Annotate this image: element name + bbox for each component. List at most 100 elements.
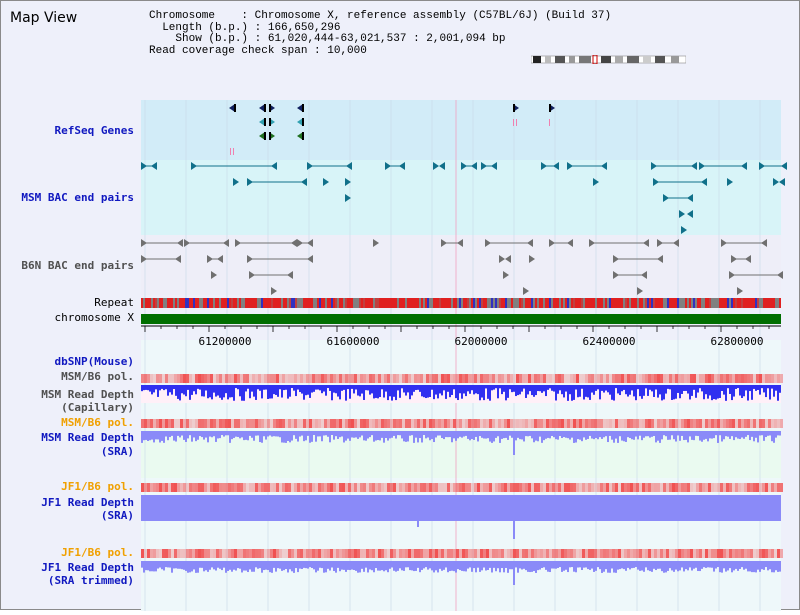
msm-depth-capillary-bar	[587, 385, 589, 398]
track-canvas[interactable]: 61200000 61600000 62000000 62400000 62800000…	[1, 100, 800, 611]
jf1-depth-trimmed-bar	[433, 561, 435, 573]
msm-pol-capillary-cell	[720, 374, 723, 383]
msm-pol-capillary-cell	[612, 374, 615, 383]
jf1-depth-trimmed-bar	[611, 561, 613, 569]
msm-depth-capillary-bar	[251, 385, 253, 392]
jf1-depth-sra-bar	[387, 495, 389, 513]
msm-depth-sra-bar	[513, 431, 515, 455]
msm-pol-sra-cell	[264, 419, 267, 428]
msm-depth-sra-bar	[313, 431, 315, 436]
jf1-pol-trimmed-cell	[384, 549, 387, 558]
repeat-segment	[313, 298, 315, 308]
msm-depth-sra-bar	[451, 431, 453, 443]
msm-depth-sra-bar	[183, 431, 185, 440]
msm-depth-sra-bar	[453, 431, 455, 439]
jf1-depth-trimmed-bar	[283, 561, 285, 571]
msm-depth-sra-bar	[339, 431, 341, 438]
msm-pol-capillary-cell	[699, 374, 702, 383]
msm-pol-capillary-cell	[261, 374, 264, 383]
msm-depth-sra-bar	[595, 431, 597, 438]
jf1-pol-sra-cell	[141, 483, 144, 492]
repeat-segment	[555, 298, 557, 308]
jf1-depth-trimmed-bar	[561, 561, 563, 572]
jf1-pol-sra-cell	[738, 483, 741, 492]
msm-depth-capillary-bar	[155, 385, 157, 390]
msm-depth-sra-bar	[263, 431, 265, 437]
repeat-segment	[551, 298, 553, 308]
repeat-segment	[503, 298, 505, 308]
msm-pol-sra-cell	[543, 419, 546, 428]
msm-depth-sra-bar	[621, 431, 623, 441]
msm-depth-capillary-bar	[515, 385, 517, 397]
jf1-depth-trimmed-bar	[237, 561, 239, 569]
jf1-depth-trimmed-bar	[339, 561, 341, 572]
msm-depth-capillary-bar	[399, 385, 401, 398]
jf1-depth-sra-bar	[401, 495, 403, 510]
jf1-depth-trimmed-bar	[165, 561, 167, 568]
msm-depth-sra-bar	[343, 431, 345, 443]
msm-depth-sra-bar	[255, 431, 257, 436]
jf1-pol-trimmed-cell	[726, 549, 729, 558]
msm-depth-sra-bar	[259, 431, 261, 443]
track-label-b6n-bac[interactable]: B6N BAC end pairs	[21, 259, 134, 272]
jf1-pol-trimmed-cell	[612, 549, 615, 558]
msm-pol-sra-cell	[396, 419, 399, 428]
jf1-pol-trimmed-cell	[330, 549, 333, 558]
msm-pol-capillary-cell	[459, 374, 462, 383]
track-label-refseq[interactable]: RefSeq Genes	[54, 124, 134, 137]
jf1-depth-trimmed-bar	[295, 561, 297, 569]
chromosome-ideogram[interactable]	[531, 55, 686, 64]
refseq-exon-mark	[230, 148, 231, 155]
msm-depth-capillary-bar	[725, 385, 727, 401]
jf1-depth-trimmed-bar	[221, 561, 223, 571]
msm-depth-capillary-bar	[761, 385, 763, 389]
jf1-depth-trimmed-bar	[513, 561, 515, 585]
track-label-dbsnp[interactable]: dbSNP(Mouse)	[54, 355, 134, 368]
jf1-depth-sra-bar	[337, 495, 339, 516]
repeat-segment	[467, 298, 469, 308]
msm-depth-capillary-bar	[147, 385, 149, 391]
msm-pol-sra-cell	[144, 419, 147, 428]
msm-depth-capillary-bar	[397, 385, 399, 391]
jf1-depth-trimmed-bar	[525, 561, 527, 571]
jf1-depth-sra-bar	[175, 495, 177, 513]
msm-depth-capillary-bar	[221, 385, 223, 400]
msm-depth-sra-bar	[719, 431, 721, 436]
jf1-pol-trimmed-cell	[654, 549, 657, 558]
msm-depth-capillary-bar	[309, 385, 311, 398]
msm-depth-sra-bar	[169, 431, 171, 438]
jf1-depth-sra-bar	[409, 495, 411, 516]
jf1-depth-trimmed-bar	[719, 561, 721, 573]
msm-depth-sra-bar	[773, 431, 775, 443]
repeat-segment	[427, 298, 429, 308]
jf1-pol-trimmed-cell	[684, 549, 687, 558]
msm-depth-sra-bar	[613, 431, 615, 443]
jf1-depth-sra-bar	[555, 495, 557, 515]
jf1-depth-trimmed-bar	[477, 561, 479, 568]
msm-pol-sra-cell	[735, 419, 738, 428]
repeat-segment	[495, 298, 497, 308]
jf1-depth-sra-bar	[375, 495, 377, 512]
jf1-pol-sra-cell	[531, 483, 534, 492]
repeat-segment	[665, 298, 667, 308]
jf1-pol-trimmed-cell	[432, 549, 435, 558]
jf1-depth-trimmed-bar	[643, 561, 645, 572]
msm-depth-capillary-bar	[325, 385, 327, 396]
msm-pol-capillary-cell	[411, 374, 414, 383]
msm-pol-capillary-cell	[249, 374, 252, 383]
msm-depth-capillary-bar	[195, 385, 197, 395]
jf1-depth-sra-bar	[205, 495, 207, 511]
msm-depth-sra-bar	[529, 431, 531, 436]
jf1-depth-sra-bar	[699, 495, 701, 510]
msm-pol-capillary-cell	[369, 374, 372, 383]
tracks-graphic[interactable]: 61200000 61600000 62000000 62400000 62800000	[1, 100, 800, 611]
jf1-pol-trimmed-cell	[198, 549, 201, 558]
jf1-pol-sra-cell	[573, 483, 576, 492]
jf1-depth-sra-bar	[371, 495, 373, 514]
track-label-msm-bac[interactable]: MSM BAC end pairs	[21, 191, 134, 204]
msm-pol-sra-cell	[732, 419, 735, 428]
jf1-depth-trimmed-bar	[545, 561, 547, 570]
jf1-depth-sra-bar	[379, 495, 381, 516]
b6n-bac-end	[141, 255, 147, 263]
jf1-depth-sra-bar	[303, 495, 305, 512]
